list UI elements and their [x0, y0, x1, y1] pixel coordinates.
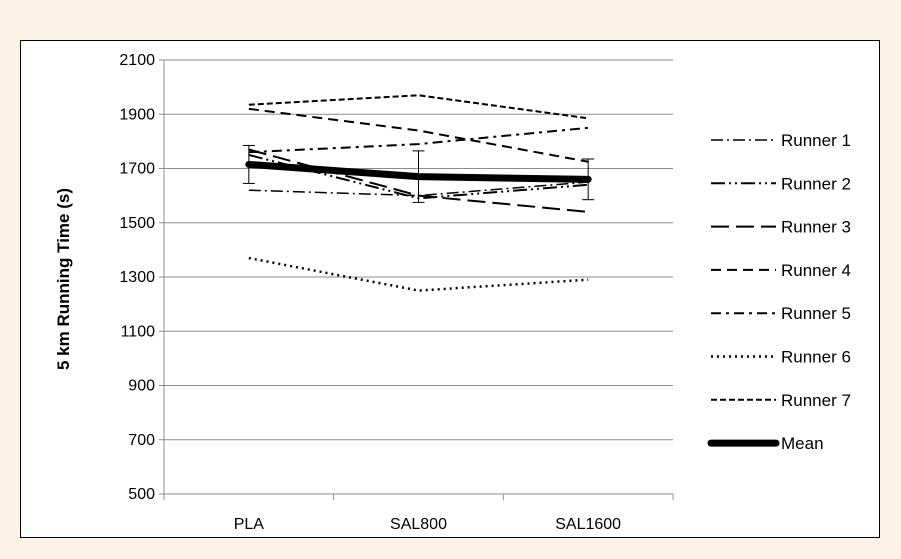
legend-label: Runner 2	[781, 174, 851, 193]
y-tick-label: 700	[128, 432, 155, 449]
legend-label: Runner 1	[781, 131, 851, 150]
x-tick-label: SAL800	[390, 516, 447, 533]
y-tick-label: 1300	[119, 269, 155, 286]
legend-label: Runner 6	[781, 348, 851, 367]
series-line-runner-5	[248, 126, 589, 154]
line-chart: 500 700 900 1100 1300 1500 1700 1900 2100 PLA SAL8…	[54, 52, 851, 533]
y-tick-label: 1100	[121, 323, 156, 340]
legend-label: Runner 3	[781, 218, 851, 237]
y-tick-label: 1700	[119, 161, 155, 178]
legend-label: Runner 4	[781, 261, 851, 280]
x-tick-label: PLA	[234, 516, 265, 533]
y-tick-label: 1500	[119, 215, 155, 232]
axes: 500 700 900 1100 1300 1500 1700 1900 2100 PLA SAL8…	[119, 52, 674, 533]
y-tick-label: 500	[128, 486, 155, 503]
series-line-runner-6	[248, 256, 589, 292]
y-tick-label: 2100	[119, 52, 155, 69]
x-tick-label: SAL1600	[555, 516, 621, 533]
gridlines	[164, 59, 673, 495]
error-bars	[242, 144, 595, 203]
legend-label: Runner 7	[781, 391, 851, 410]
legend-label: Runner 5	[781, 304, 851, 323]
legend-label: Mean	[781, 434, 824, 453]
y-tick-label: 1900	[119, 106, 155, 123]
series-line-runner-7	[248, 94, 589, 120]
chart-frame: 500 700 900 1100 1300 1500 1700 1900 2100 PLA SAL8…	[20, 40, 880, 538]
y-axis-title: 5 km Running Time (s)	[54, 188, 73, 370]
legend: Runner 1 Runner 2 Runner 3 Runner 4 Runner 5…	[707, 131, 851, 453]
series-line-runner-4	[248, 107, 589, 163]
y-tick-label: 900	[128, 378, 155, 395]
